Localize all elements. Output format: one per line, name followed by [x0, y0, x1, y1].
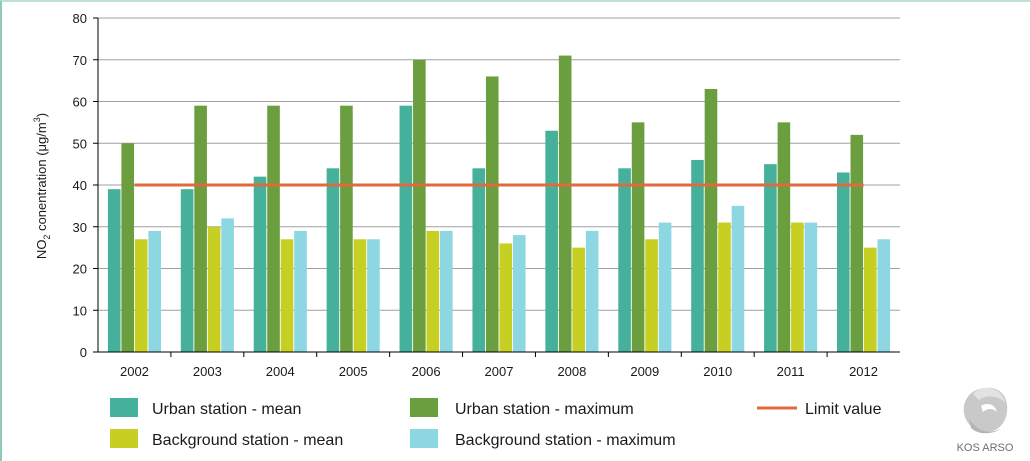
bar-2011-series-2	[791, 222, 804, 352]
legend-label-limit: Limit value	[805, 401, 882, 418]
y-tick-label: 80	[73, 11, 87, 26]
bar-2011-series-3	[804, 222, 818, 352]
bar-2005-series-3	[367, 239, 380, 352]
bar-2012-series-3	[877, 239, 891, 352]
bar-2003-series-1	[194, 105, 207, 352]
bar-2004-series-3	[294, 230, 307, 352]
y-tick-label: 20	[73, 262, 87, 277]
bar-2009-series-0	[618, 168, 631, 352]
axes: 0 10 20 30 40 50 60 70 80 2002 2003 2004 2005 2006 200…	[73, 11, 900, 379]
bar-2009-series-3	[658, 222, 672, 352]
bar-2008-series-2	[572, 247, 585, 352]
legend: Urban station - mean Urban station - max…	[110, 398, 882, 449]
bar-2011-series-0	[764, 164, 777, 352]
x-tick-label: 2002	[120, 364, 149, 379]
bar-2006-series-0	[399, 105, 413, 352]
x-tick-label: 2010	[703, 364, 732, 379]
logo-text: KOS ARSO	[956, 442, 1014, 454]
bar-2009-series-2	[645, 239, 658, 352]
bars	[107, 55, 891, 352]
y-tick-label: 0	[80, 345, 87, 360]
bar-2002-series-3	[148, 230, 162, 352]
bar-2008-series-3	[585, 230, 599, 352]
y-axis-title: NO2 conentration (μg/m3)	[32, 113, 52, 259]
bar-2004-series-0	[253, 176, 267, 352]
bar-2006-series-3	[440, 230, 453, 352]
y-tick-label: 10	[73, 303, 87, 318]
bar-2011-series-1	[777, 122, 791, 352]
y-tick-label: 50	[73, 136, 87, 151]
bar-2008-series-0	[545, 130, 558, 352]
bar-2012-series-2	[863, 247, 877, 352]
bar-2007-series-0	[472, 168, 486, 352]
bar-2007-series-1	[485, 76, 499, 352]
bar-2010-series-3	[731, 205, 745, 352]
legend-label-background-max: Background station - maximum	[455, 432, 676, 449]
legend-label-background-mean: Background station - mean	[152, 432, 343, 449]
y-tick-label: 70	[73, 53, 87, 68]
bar-2003-series-0	[180, 189, 194, 352]
x-tick-label: 2008	[557, 364, 586, 379]
y-tick-label: 30	[73, 220, 87, 235]
bar-2002-series-0	[107, 189, 121, 352]
bar-2012-series-1	[850, 134, 864, 352]
legend-swatch-urban-max	[410, 398, 438, 417]
legend-swatch-background-max	[410, 429, 438, 448]
legend-label-urban-max: Urban station - maximum	[455, 401, 634, 418]
x-tick-label: 2009	[630, 364, 659, 379]
bar-2003-series-3	[221, 218, 234, 352]
y-tick-label: 60	[73, 95, 87, 110]
bar-2012-series-0	[836, 172, 850, 352]
y-tick-label: 40	[73, 178, 87, 193]
bar-2007-series-2	[499, 243, 513, 352]
x-tick-label: 2003	[193, 364, 222, 379]
bar-2005-series-2	[353, 239, 367, 352]
bar-2010-series-1	[704, 88, 718, 352]
bar-2008-series-1	[558, 55, 572, 352]
x-tick-label: 2006	[412, 364, 441, 379]
bar-2007-series-3	[512, 235, 526, 352]
legend-swatch-background-mean	[110, 429, 138, 448]
x-tick-label: 2011	[777, 364, 805, 379]
bar-2006-series-2	[426, 230, 440, 352]
legend-label-urban-mean: Urban station - mean	[152, 401, 301, 418]
bar-2010-series-0	[691, 159, 704, 352]
bar-2010-series-2	[718, 222, 731, 352]
bar-2002-series-2	[134, 239, 148, 352]
x-tick-label: 2005	[339, 364, 368, 379]
bar-2003-series-2	[207, 226, 221, 352]
bar-2005-series-1	[340, 105, 353, 352]
legend-swatch-urban-mean	[110, 398, 138, 417]
bar-2009-series-1	[631, 122, 645, 352]
bar-2004-series-2	[280, 239, 294, 352]
arso-logo-icon	[963, 387, 1008, 434]
bar-2002-series-1	[121, 143, 135, 352]
bar-2004-series-1	[267, 105, 280, 352]
x-tick-label: 2007	[485, 364, 514, 379]
bar-2006-series-1	[413, 59, 426, 352]
x-tick-label: 2012	[849, 364, 878, 379]
x-tick-label: 2004	[266, 364, 295, 379]
bar-2005-series-0	[326, 168, 340, 352]
